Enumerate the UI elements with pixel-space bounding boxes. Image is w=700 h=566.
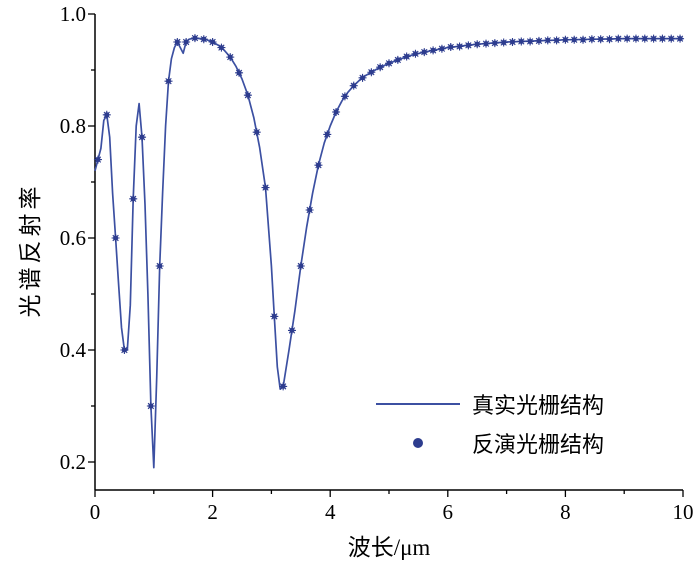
y-tick-label: 1.0	[59, 2, 86, 26]
marker-dot-icon	[414, 439, 422, 447]
y-tick-label: 0.2	[59, 450, 86, 474]
legend-label-inverted-grating: 反演光栅结构	[472, 432, 605, 457]
x-axis-title: 波长/μm	[347, 535, 431, 560]
x-tick-label: 0	[89, 500, 101, 524]
x-tick-label: 8	[560, 500, 571, 524]
legend-item-inverted-grating: 反演光栅结构	[376, 427, 604, 459]
legend: 真实光栅结构 反演光栅结构	[376, 388, 604, 459]
legend-item-true-grating: 真实光栅结构	[376, 388, 604, 420]
series-inverted-grating-markers	[93, 34, 685, 410]
y-tick-label: 0.4	[59, 338, 86, 362]
y-tick-label: 0.8	[59, 114, 86, 138]
y-axis-title: 光谱反射率	[18, 182, 43, 318]
legend-line-swatch	[376, 403, 460, 405]
x-tick-label: 6	[442, 500, 454, 524]
x-tick-label: 2	[207, 500, 218, 524]
x-tick-label: 4	[324, 500, 336, 524]
y-tick-label: 0.6	[59, 226, 86, 250]
line-sample-icon	[376, 403, 460, 405]
legend-marker-swatch	[376, 439, 460, 447]
legend-label-true-grating: 真实光栅结构	[472, 393, 605, 418]
axis-ticks	[88, 13, 684, 497]
x-tick-label: 10	[672, 500, 694, 524]
